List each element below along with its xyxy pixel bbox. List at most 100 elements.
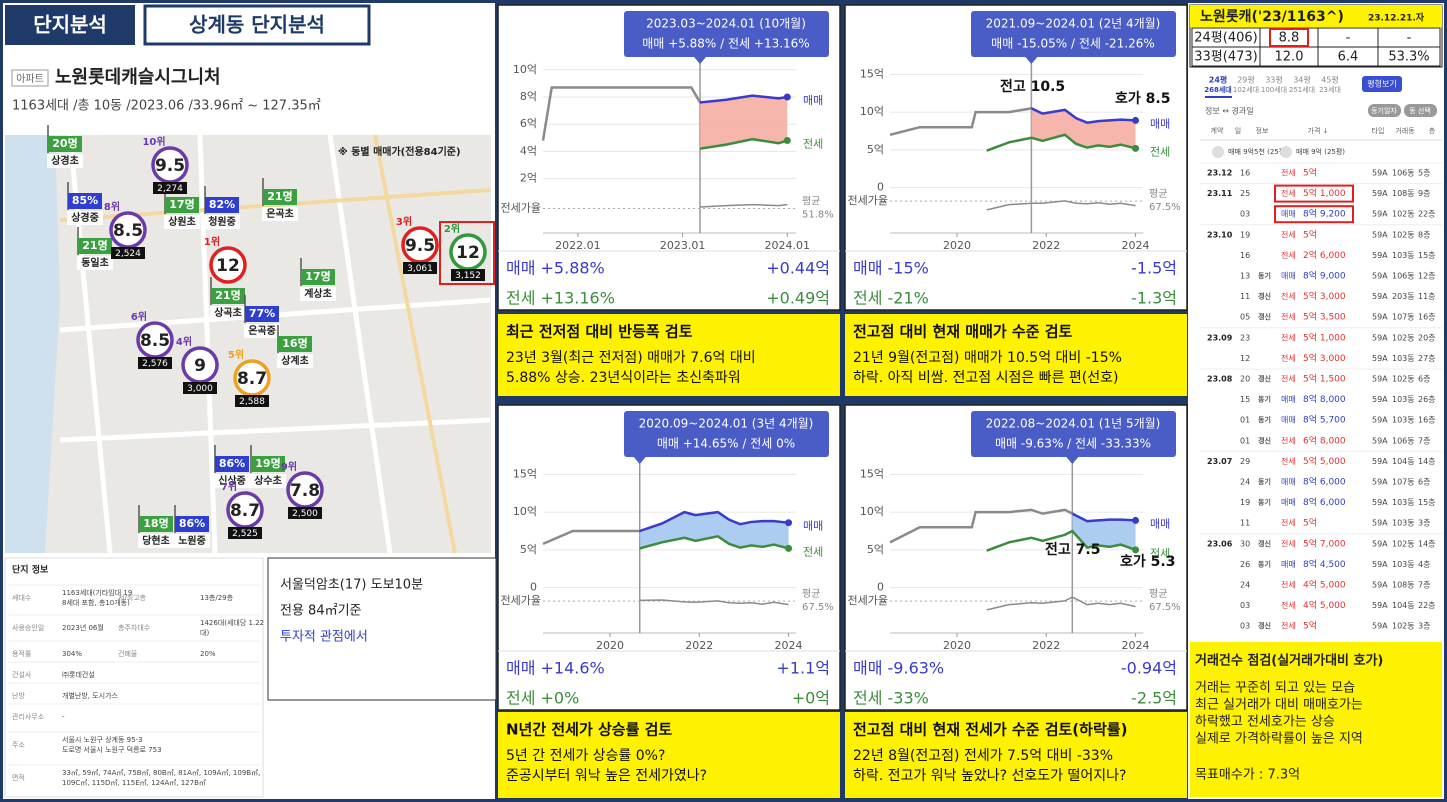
- price: 8억 9,000: [1303, 270, 1346, 282]
- y-tick-label: 10억: [513, 63, 537, 76]
- tag: 갱신: [1258, 621, 1271, 630]
- gap-area: [1031, 108, 1136, 149]
- tab-count: 23세대: [1319, 85, 1341, 94]
- cell-text: 12.0: [1275, 50, 1304, 65]
- unit-type: 59A: [1372, 457, 1388, 466]
- callout-period: 2022.08~2024.01 (1년 5개월): [986, 417, 1161, 431]
- series-line: [639, 599, 789, 606]
- stat-label: 전세 +13.16%: [506, 289, 615, 308]
- kind: 전세: [1281, 250, 1296, 260]
- note-line: 5년 간 전세가 상승률 0%?: [506, 748, 665, 764]
- column-header: 가격 ↓: [1308, 126, 1329, 135]
- floor: 8층: [1418, 230, 1430, 239]
- floor: 5층: [1418, 169, 1430, 178]
- school-name-box: [277, 354, 313, 368]
- tab-count: 102세대: [1233, 85, 1259, 94]
- tag: 갱신: [1258, 292, 1271, 301]
- kind: 매매: [1281, 560, 1296, 569]
- school-name: 상원초: [168, 215, 196, 228]
- price: 8억 8,000: [1303, 393, 1346, 405]
- tag: 갱신: [1258, 374, 1271, 383]
- day: 13: [1240, 272, 1250, 281]
- note-box: [845, 314, 1187, 396]
- households-box: [183, 382, 217, 394]
- school-name-box: [262, 207, 298, 221]
- agent-icon: [1212, 146, 1224, 158]
- households: 3,000: [187, 384, 213, 394]
- callout-period: 2021.09~2024.01 (2년 4개월): [986, 17, 1161, 31]
- callout-pointer: [1025, 57, 1038, 64]
- school-flag: [245, 306, 279, 322]
- x-tick-label: 2022.01: [555, 239, 601, 252]
- stat-value: -1.3억: [1131, 289, 1177, 308]
- unit-type: 59A: [1372, 169, 1388, 178]
- tab: 단지분석: [33, 13, 107, 37]
- info-value: 13층/29층: [200, 593, 234, 602]
- building: 107동: [1392, 313, 1415, 322]
- stat-label: 매매 +14.6%: [506, 659, 605, 678]
- school-flag: [165, 197, 199, 213]
- price: 4억 5,000: [1303, 599, 1346, 611]
- day: 24: [1240, 581, 1250, 590]
- kind: 전세: [1281, 600, 1296, 610]
- households: 2,588: [239, 397, 265, 407]
- households-box: [451, 269, 485, 281]
- building: 102동: [1392, 539, 1415, 548]
- price: 5억 3,000: [1303, 352, 1346, 364]
- series-line: [986, 596, 1136, 611]
- legend-label: 매매: [1150, 517, 1170, 530]
- kind: 매매: [1281, 478, 1296, 487]
- school-name-box: [250, 474, 286, 488]
- school-name-box: [214, 474, 250, 488]
- info-label: 관리사무소: [12, 712, 45, 721]
- column-header: 거래동: [1395, 126, 1415, 135]
- tag: 아파트: [16, 73, 44, 85]
- info-label: 건폐율: [118, 649, 138, 658]
- price: 5억: [1303, 620, 1317, 632]
- floor: 4층: [1418, 560, 1430, 569]
- floor: 22층: [1418, 601, 1436, 610]
- view-label: 평형보기: [1367, 79, 1396, 89]
- day: 25: [1240, 189, 1250, 198]
- memo-highlight: 투자적 관점에서: [280, 630, 368, 645]
- tag: 동기: [1258, 271, 1271, 280]
- note-box: [498, 712, 840, 798]
- kind: 매매: [1281, 210, 1296, 219]
- rank: 5위: [228, 348, 244, 361]
- note-title: 전고점 대비 현재 전세가 수준 검토(하락률): [853, 721, 1127, 739]
- floor: 6층: [1418, 375, 1430, 384]
- unit-type: 59A: [1372, 478, 1388, 487]
- unit-type: 59A: [1372, 560, 1388, 569]
- memo-line: 서울덕암초(17) 도보10분: [280, 578, 423, 593]
- y-tick-label: 15억: [860, 67, 884, 80]
- price-value: 8.5: [113, 221, 143, 241]
- highlight-box: [439, 221, 495, 285]
- memo-line: 전용 84㎡기준: [280, 604, 362, 619]
- building: 103동: [1392, 416, 1415, 425]
- school-name: 상계초: [281, 354, 309, 367]
- price: 5억 1,000: [1303, 187, 1346, 199]
- day: 30: [1240, 539, 1250, 548]
- price: 5억: [1303, 228, 1317, 240]
- annotation: 전고 10.5: [1000, 78, 1065, 95]
- note-line: 22년 8월(전고점) 전세가 7.5억 대비 -33%: [853, 748, 1113, 764]
- cell-text: 8.8: [1279, 31, 1300, 46]
- note-line: 21년 9월(전고점) 매매가 10.5억 대비 -15%: [853, 350, 1122, 366]
- day: 23: [1240, 333, 1250, 342]
- unit-type: 59A: [1372, 251, 1388, 260]
- x-tick-label: 2022: [1032, 239, 1060, 252]
- end-dot: [785, 544, 793, 552]
- tab-size: 45평: [1321, 75, 1339, 85]
- floor: 7층: [1418, 581, 1430, 590]
- note-line: 5.88% 상승. 23년식이라는 초신축파워: [506, 370, 741, 386]
- info-value: 1426대(세대당 1.22: [200, 618, 264, 627]
- kind: 매매: [1281, 416, 1296, 425]
- callout-change: 매매 +14.65% / 전세 0%: [657, 437, 795, 451]
- column-header: 타입: [1372, 126, 1385, 135]
- unit-type: 59A: [1372, 601, 1388, 610]
- school-value: 20명: [52, 136, 77, 150]
- school-flag: [48, 136, 82, 152]
- month: 23.08: [1207, 375, 1233, 384]
- gap-area: [1072, 513, 1136, 550]
- month: 23.12: [1207, 169, 1232, 178]
